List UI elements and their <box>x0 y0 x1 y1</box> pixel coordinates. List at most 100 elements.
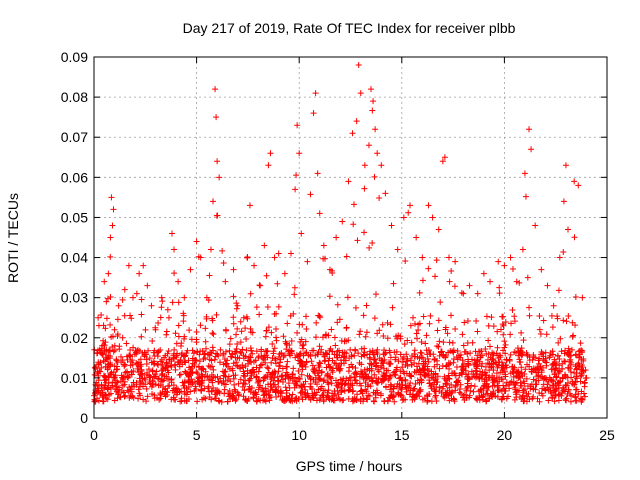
data-point <box>361 185 368 192</box>
data-point <box>99 342 106 349</box>
data-point <box>247 325 254 332</box>
data-point <box>460 394 467 401</box>
data-point <box>268 376 275 383</box>
data-point <box>234 340 241 347</box>
data-point <box>452 384 459 391</box>
data-point <box>124 387 131 394</box>
data-point <box>501 387 508 394</box>
data-point <box>576 362 583 369</box>
data-point <box>357 90 364 97</box>
data-point <box>216 398 223 405</box>
data-point <box>275 363 282 370</box>
data-point <box>269 369 276 376</box>
data-point <box>448 395 455 402</box>
data-point <box>102 354 109 361</box>
data-point <box>442 353 449 360</box>
data-point <box>513 278 520 285</box>
data-point <box>160 377 167 384</box>
data-point <box>265 324 272 331</box>
data-point <box>340 354 347 361</box>
data-point <box>527 383 534 390</box>
data-point <box>126 384 133 391</box>
data-point <box>538 390 545 397</box>
data-point <box>335 395 342 402</box>
data-point <box>119 357 126 364</box>
data-point <box>569 333 576 340</box>
data-point <box>458 370 465 377</box>
data-point <box>216 174 223 181</box>
y-axis-label: ROTI / TECUs <box>5 193 21 283</box>
data-point <box>185 357 192 364</box>
data-point <box>253 348 260 355</box>
data-point <box>192 383 199 390</box>
data-point <box>276 351 283 358</box>
data-point <box>426 380 433 387</box>
data-point <box>578 356 585 363</box>
data-point <box>452 326 459 333</box>
data-point <box>448 268 455 275</box>
data-point <box>417 349 424 356</box>
data-point <box>112 383 119 390</box>
data-point <box>164 306 171 313</box>
data-point <box>444 330 451 337</box>
data-point <box>475 348 482 355</box>
grid-lines <box>94 57 607 418</box>
data-point <box>299 396 306 403</box>
data-point <box>198 382 205 389</box>
data-point <box>507 351 514 358</box>
data-point <box>150 374 157 381</box>
data-point <box>289 391 296 398</box>
data-point <box>180 318 187 325</box>
data-point <box>434 342 441 349</box>
data-point <box>573 386 580 393</box>
data-point <box>472 374 479 381</box>
data-point <box>283 346 290 353</box>
data-point <box>334 383 341 390</box>
data-point <box>130 344 137 351</box>
data-point <box>256 311 263 318</box>
data-point <box>489 382 496 389</box>
data-point <box>545 397 552 404</box>
data-point <box>478 348 485 355</box>
data-point <box>345 337 352 344</box>
data-point <box>104 396 111 403</box>
data-point <box>518 352 525 359</box>
data-point <box>565 386 572 393</box>
data-point <box>369 377 376 384</box>
data-point <box>114 386 121 393</box>
data-point <box>464 340 471 347</box>
data-point <box>410 314 417 321</box>
data-point <box>291 291 298 298</box>
data-point <box>291 384 298 391</box>
data-point <box>518 329 525 336</box>
data-point <box>315 349 322 356</box>
data-point <box>425 202 432 209</box>
data-point <box>560 386 567 393</box>
data-point <box>411 350 418 357</box>
data-point <box>481 376 488 383</box>
data-point <box>320 398 327 405</box>
data-point <box>371 371 378 378</box>
data-point <box>374 380 381 387</box>
data-point <box>342 357 349 364</box>
data-point <box>309 347 316 354</box>
data-point <box>519 393 526 400</box>
data-point <box>121 286 128 293</box>
data-point <box>180 382 187 389</box>
data-point <box>242 325 249 332</box>
data-point <box>397 351 404 358</box>
data-point <box>171 246 178 253</box>
data-point <box>554 315 561 322</box>
data-point <box>474 290 481 297</box>
data-point <box>230 375 237 382</box>
data-point <box>500 331 507 338</box>
data-point <box>407 357 414 364</box>
data-point <box>244 370 251 377</box>
data-point <box>274 378 281 385</box>
data-point <box>462 348 469 355</box>
data-point <box>526 304 533 311</box>
data-point <box>472 360 479 367</box>
data-point <box>100 322 107 329</box>
data-point <box>403 351 410 358</box>
data-point <box>151 395 158 402</box>
